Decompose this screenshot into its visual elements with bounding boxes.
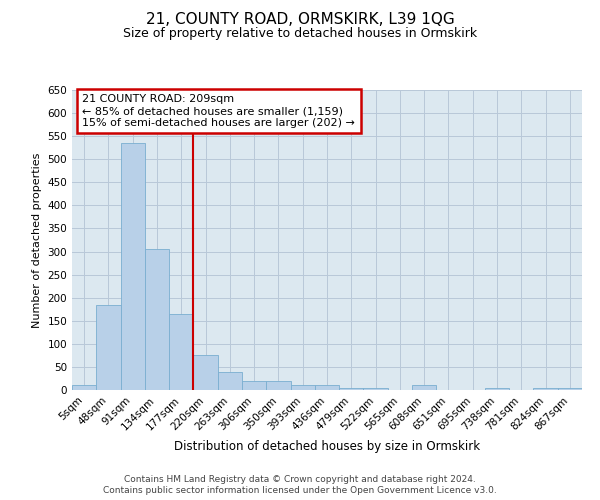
Bar xyxy=(72,386,96,390)
Bar xyxy=(242,381,266,390)
Bar xyxy=(533,388,558,390)
Bar xyxy=(339,388,364,390)
Bar xyxy=(193,356,218,390)
Bar xyxy=(412,386,436,390)
Bar xyxy=(290,386,315,390)
Text: Contains HM Land Registry data © Crown copyright and database right 2024.: Contains HM Land Registry data © Crown c… xyxy=(124,475,476,484)
Bar xyxy=(218,372,242,390)
Bar xyxy=(121,143,145,390)
Text: Contains public sector information licensed under the Open Government Licence v3: Contains public sector information licen… xyxy=(103,486,497,495)
Text: Size of property relative to detached houses in Ormskirk: Size of property relative to detached ho… xyxy=(123,28,477,40)
Bar xyxy=(558,388,582,390)
X-axis label: Distribution of detached houses by size in Ormskirk: Distribution of detached houses by size … xyxy=(174,440,480,453)
Bar xyxy=(485,388,509,390)
Bar xyxy=(96,304,121,390)
Y-axis label: Number of detached properties: Number of detached properties xyxy=(32,152,42,328)
Text: 21 COUNTY ROAD: 209sqm
← 85% of detached houses are smaller (1,159)
15% of semi-: 21 COUNTY ROAD: 209sqm ← 85% of detached… xyxy=(82,94,355,128)
Bar xyxy=(364,388,388,390)
Bar xyxy=(266,381,290,390)
Bar xyxy=(169,314,193,390)
Bar xyxy=(315,386,339,390)
Text: 21, COUNTY ROAD, ORMSKIRK, L39 1QG: 21, COUNTY ROAD, ORMSKIRK, L39 1QG xyxy=(146,12,454,28)
Bar xyxy=(145,249,169,390)
